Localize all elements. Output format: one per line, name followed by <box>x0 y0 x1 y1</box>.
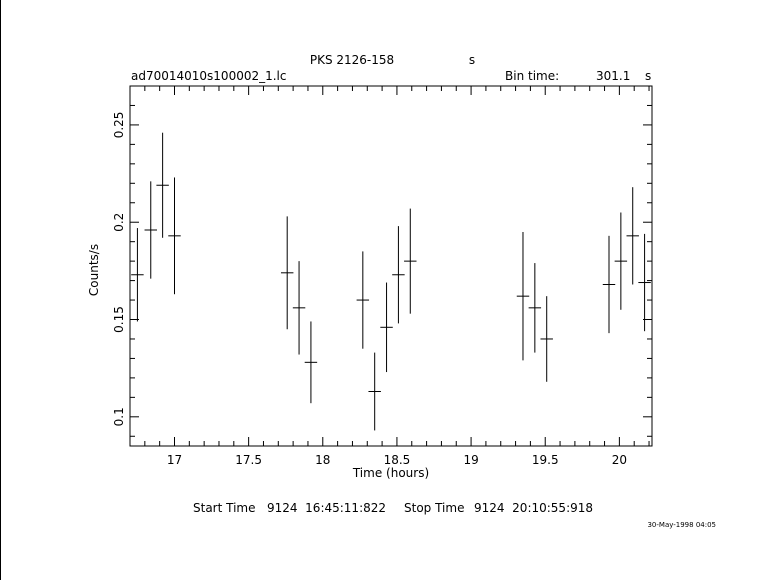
data-point <box>516 231 530 361</box>
x-tick-label: 17 <box>167 453 182 467</box>
data-point <box>392 226 405 324</box>
data-point <box>540 296 553 382</box>
start-time-label: Start Time <box>193 501 256 515</box>
x-axis-label: Time (hours) <box>352 466 429 480</box>
data-point <box>528 263 542 353</box>
date-stamp: 30-May-1998 04:05 <box>647 521 716 529</box>
data-point <box>280 216 294 330</box>
data-point <box>156 132 169 238</box>
x-axis: 17 17.5 18 18.5 19 19.5 20 <box>129 86 650 467</box>
stop-time-value: 9124 20:10:55:918 <box>474 501 593 515</box>
y-tick-label: 0.15 <box>112 306 126 333</box>
chart-title-suffix: s <box>469 53 475 67</box>
x-tick-label: 18.5 <box>384 453 411 467</box>
y-axis: 0.1 0.15 0.2 0.25 <box>112 85 652 437</box>
x-tick-label: 19 <box>463 453 478 467</box>
data-point <box>404 208 417 314</box>
bin-time-unit: s <box>645 69 651 83</box>
y-tick-label: 0.1 <box>112 407 126 426</box>
stop-time-label: Stop Time <box>404 501 464 515</box>
plot-frame <box>129 85 653 447</box>
bin-time-label: Bin time: <box>505 69 559 83</box>
data-point <box>144 181 157 279</box>
data-points <box>131 132 651 431</box>
x-tick-label: 17.5 <box>235 453 262 467</box>
data-point <box>168 177 181 295</box>
x-tick-label: 18 <box>315 453 330 467</box>
data-point <box>380 282 393 373</box>
bin-time-value: 301.1 <box>596 69 630 83</box>
data-point <box>638 233 651 332</box>
chart-title: PKS 2126-158 <box>310 53 394 67</box>
y-tick-label: 0.25 <box>112 112 126 139</box>
data-point <box>356 251 370 349</box>
y-tick-label: 0.2 <box>112 213 126 232</box>
data-point <box>614 212 628 310</box>
data-point <box>626 187 639 285</box>
chart-subtitle-left: ad70014010s100002_1.lc <box>131 69 287 83</box>
data-point <box>368 352 381 431</box>
data-point <box>131 228 144 322</box>
start-time-value: 9124 16:45:11:822 <box>267 501 386 515</box>
y-axis-label: Counts/s <box>87 244 101 296</box>
data-point <box>304 321 318 404</box>
window-edge-line <box>0 0 1 580</box>
data-point <box>602 235 616 334</box>
x-tick-label: 20 <box>612 453 627 467</box>
data-point <box>292 261 306 355</box>
x-tick-label: 19.5 <box>532 453 559 467</box>
